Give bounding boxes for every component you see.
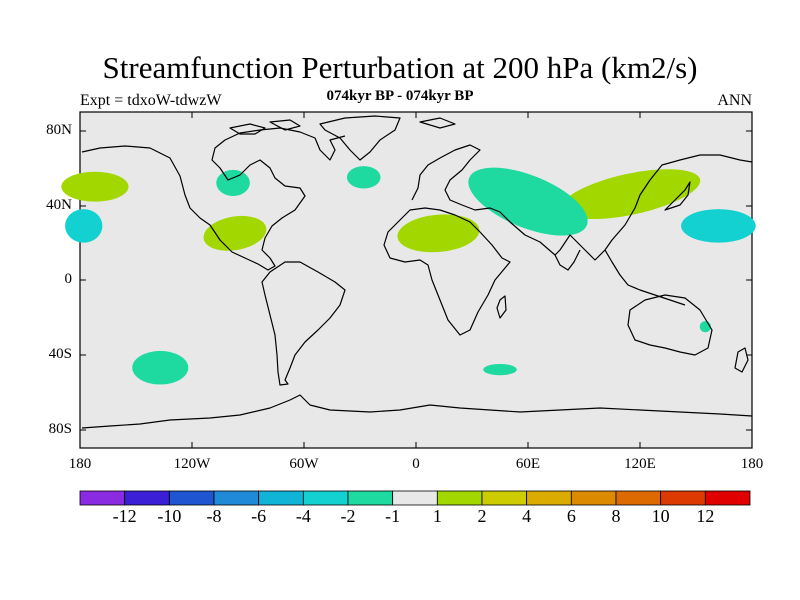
colorbar-label: 2 (477, 506, 487, 526)
coastline-madagascar (496, 295, 507, 319)
colorbar-label: -2 (340, 506, 356, 526)
contour-region-6 (346, 166, 381, 189)
colorbar-label: 1 (432, 506, 442, 526)
coastline-north-america (81, 127, 346, 271)
colorbar-label: -10 (157, 506, 182, 526)
colorbar-label: 6 (566, 506, 576, 526)
coastline-antarctica (81, 394, 753, 429)
colorbar-label: -4 (295, 506, 311, 526)
colorbar-label: -6 (251, 506, 267, 526)
contour-regions (61, 166, 756, 385)
coastline-arctic-islands (229, 117, 456, 135)
lon-tick-60w: 60W (289, 456, 319, 472)
coastline-south-america (261, 261, 346, 386)
axis-ticks (80, 112, 752, 448)
coastlines (81, 115, 753, 429)
colorbar-box-1 (124, 490, 170, 506)
contour-region-2 (561, 169, 701, 220)
lon-tick-60e: 60E (515, 456, 541, 472)
lat-tick-0: 0 (64, 271, 73, 287)
colorbar-box-3 (213, 490, 260, 506)
colorbar-box-6 (347, 490, 394, 506)
lon-tick-120w: 120W (173, 456, 211, 472)
coastline-india (554, 249, 581, 271)
contour-region-0 (681, 209, 756, 243)
contour-region-10 (483, 364, 517, 376)
contour-region-5 (397, 214, 480, 253)
period-label: 074kyr BP - 074kyr BP (326, 88, 474, 104)
colorbar (79, 490, 751, 506)
lat-tick-40s: 40S (48, 346, 72, 362)
coastline-australia (627, 294, 713, 356)
coastline-new-zealand (734, 347, 749, 373)
season-label: ANN (717, 92, 752, 109)
lon-tick-120e: 120E (624, 456, 656, 472)
colorbar-box-10 (526, 490, 572, 506)
colorbar-label: 10 (651, 506, 670, 526)
contour-region-4 (468, 167, 588, 236)
colorbar-box-0 (79, 490, 126, 506)
lat-tick-80s: 80S (48, 421, 72, 437)
lat-tick-40n: 40N (46, 197, 72, 213)
lat-tick-80n: 80N (46, 122, 72, 138)
colorbar-box-7 (392, 490, 438, 506)
colorbar-label: 4 (522, 506, 532, 526)
contour-region-9 (132, 350, 189, 385)
colorbar-box-9 (481, 490, 528, 506)
coastline-japan (664, 181, 691, 211)
lon-tick-180e: 180 (740, 456, 764, 472)
contour-region-7 (216, 169, 250, 196)
colorbar-label: 8 (611, 506, 621, 526)
contour-region-8 (203, 215, 267, 251)
colorbar-label: 12 (696, 506, 715, 526)
colorbar-box-4 (258, 490, 304, 506)
colorbar-box-12 (615, 490, 662, 506)
coastline-eurasia-africa (411, 144, 753, 261)
contour-region-3 (61, 171, 129, 202)
colorbar-label: -1 (385, 506, 401, 526)
coastline-southeast-asia (604, 249, 686, 306)
contour-core-1 (71, 219, 92, 232)
colorbar-box-2 (168, 490, 215, 506)
colorbar-box-13 (660, 490, 706, 506)
colorbar-box-8 (436, 490, 483, 506)
contour-core-0 (728, 219, 749, 232)
colorbar-box-11 (570, 490, 617, 506)
coastline-africa (383, 207, 511, 336)
plot-title: Streamfunction Perturbation at 200 hPa (… (102, 50, 698, 85)
colorbar-box-5 (302, 490, 349, 506)
contour-region-11 (699, 321, 711, 333)
lon-tick-180w: 180 (68, 456, 92, 472)
colorbar-label: -12 (112, 506, 137, 526)
colorbar-box-14 (704, 490, 751, 506)
colorbar-label: -8 (206, 506, 222, 526)
map-panel (61, 111, 756, 449)
coastline-greenland (319, 115, 401, 161)
lon-tick-0: 0 (412, 456, 420, 472)
map-background (79, 111, 753, 449)
experiment-label: Expt = tdxoW-tdwzW (80, 92, 222, 109)
